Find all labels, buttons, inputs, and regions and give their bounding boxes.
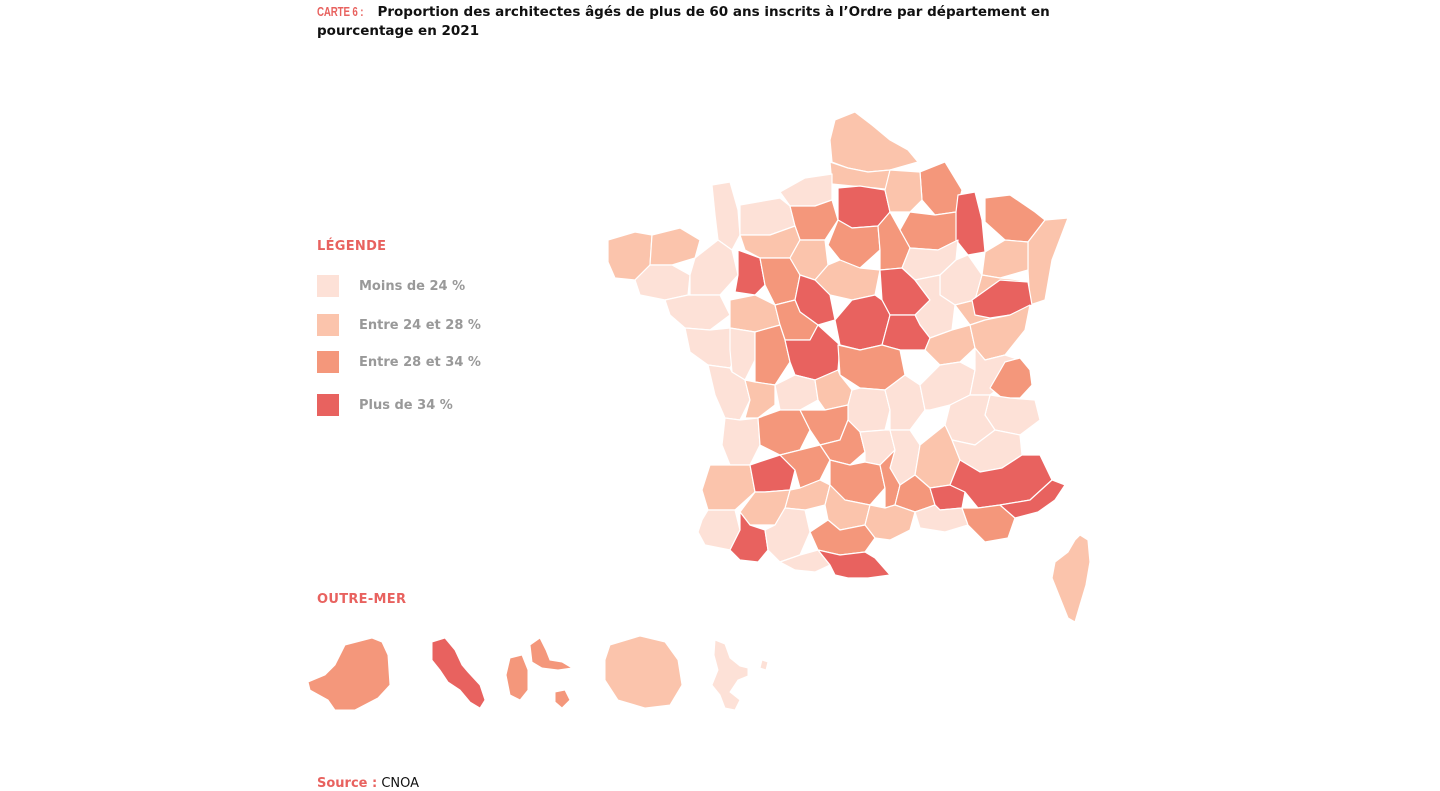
dept-val-doise [827,219,881,269]
dept-landes [701,464,756,511]
dept-cotes-darmor [649,227,701,266]
dept-ille-et-vilaine [689,239,739,296]
dept-vosges [981,239,1029,279]
legend-item-mid-low: Entre 24 et 28 % [317,313,481,337]
dept-loire-atlantique [664,294,731,331]
dept-deux-sevres [729,327,756,381]
outremer-heading: OUTRE-MER [317,592,407,607]
dept-var [961,504,1016,543]
dept-nord [829,111,919,173]
dept-pyrenees-orientales [817,549,891,579]
map-number-label: CARTE 6 : [317,4,364,19]
legend-swatch [317,351,339,373]
source-value: CNOA [381,776,420,791]
outremer-map [307,635,769,711]
territory-martinique [431,637,486,709]
legend-item-low: Moins de 24 % [317,274,465,298]
dept-hautes-pyrenees [729,511,769,563]
legend-label: Entre 28 et 34 % [359,354,481,370]
dept-aisne [884,169,923,213]
dept-corse [1051,534,1091,623]
territory-mayotte [711,639,769,711]
map-title-text: Proportion des architectes âgés de plus … [317,4,1050,39]
dept-morbihan [634,264,691,301]
map-title: CARTE 6 : Proportion des architectes âgé… [317,2,1132,41]
dept-alpes-maritimes [999,479,1066,519]
legend-swatch [317,314,339,336]
dept-gironde [721,417,761,466]
territory-reunion [604,635,683,709]
dept-loire [884,374,926,431]
source-note: Source : CNOA [317,776,419,791]
legend-item-mid-high: Entre 28 et 34 % [317,350,481,374]
dept-seine-maritime [779,173,833,207]
france-map [607,111,1091,623]
territory-guyane [307,637,391,711]
legend-label: Plus de 34 % [359,397,453,413]
source-label: Source : [317,776,378,791]
legend-label: Moins de 24 % [359,278,466,294]
dept-puy-de-dome [847,387,891,433]
dept-dordogne [757,409,811,456]
territory-guadeloupe [505,637,574,709]
dept-alpes-haute-provence [949,454,1053,509]
legend-item-high: Plus de 34 % [317,393,453,417]
legend-label: Entre 24 et 28 % [359,317,481,333]
dept-ardennes [919,161,963,216]
dept-meuse [955,191,986,256]
dept-lot [779,444,831,489]
dept-haute-vienne [774,374,819,411]
dept-cher [834,294,891,351]
legend-swatch [317,394,339,416]
legend-swatch [317,275,339,297]
dept-manche [711,181,741,251]
dept-vienne [754,324,791,386]
legend-heading: LÉGENDE [317,239,387,254]
dept-haute-savoie [989,357,1033,399]
dept-charente [744,379,776,419]
